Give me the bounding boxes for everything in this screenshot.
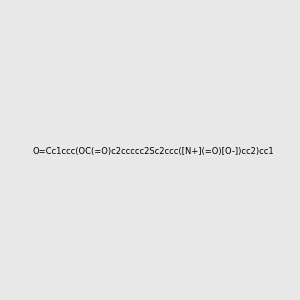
Text: O=Cc1ccc(OC(=O)c2ccccc2Sc2ccc([N+](=O)[O-])cc2)cc1: O=Cc1ccc(OC(=O)c2ccccc2Sc2ccc([N+](=O)[O… <box>33 147 274 156</box>
